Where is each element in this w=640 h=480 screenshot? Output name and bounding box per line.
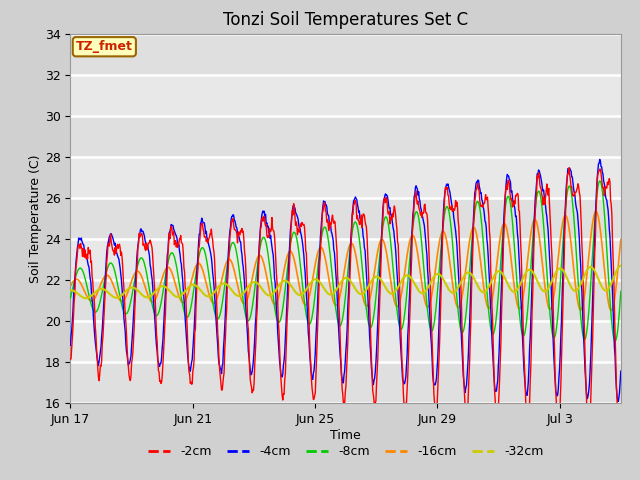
-16cm bbox=[196, 261, 204, 267]
-32cm bbox=[268, 292, 275, 298]
Legend: -2cm, -4cm, -8cm, -16cm, -32cm: -2cm, -4cm, -8cm, -16cm, -32cm bbox=[143, 441, 548, 464]
-2cm bbox=[511, 201, 519, 206]
-2cm bbox=[267, 229, 275, 235]
-8cm bbox=[196, 250, 204, 255]
-4cm bbox=[67, 342, 74, 348]
-8cm bbox=[611, 338, 619, 344]
-16cm bbox=[296, 287, 304, 292]
-4cm bbox=[267, 233, 275, 239]
Line: -8cm: -8cm bbox=[70, 181, 621, 341]
-16cm bbox=[378, 237, 386, 242]
-32cm bbox=[512, 288, 520, 294]
-8cm bbox=[617, 288, 625, 294]
Bar bbox=[70, 280, 621, 321]
Text: TZ_fmet: TZ_fmet bbox=[76, 40, 132, 53]
-4cm bbox=[86, 276, 94, 281]
-4cm bbox=[617, 368, 625, 374]
Bar bbox=[70, 198, 621, 239]
-16cm bbox=[86, 298, 94, 303]
-2cm bbox=[67, 357, 74, 362]
-16cm bbox=[511, 288, 519, 294]
-32cm bbox=[617, 263, 625, 268]
Line: -2cm: -2cm bbox=[70, 168, 621, 431]
-2cm bbox=[617, 413, 625, 419]
-4cm bbox=[296, 226, 304, 232]
-4cm bbox=[378, 216, 386, 222]
-8cm bbox=[296, 259, 304, 264]
-8cm bbox=[511, 251, 519, 257]
-8cm bbox=[86, 298, 94, 303]
-4cm bbox=[596, 156, 604, 162]
-2cm bbox=[565, 165, 573, 170]
-16cm bbox=[607, 308, 615, 313]
Line: -32cm: -32cm bbox=[70, 265, 621, 298]
-2cm bbox=[196, 236, 204, 241]
-32cm bbox=[82, 295, 90, 301]
Bar bbox=[70, 116, 621, 157]
-4cm bbox=[614, 398, 622, 404]
-8cm bbox=[596, 178, 604, 184]
-32cm bbox=[67, 288, 74, 293]
-32cm bbox=[196, 288, 204, 293]
-4cm bbox=[196, 231, 204, 237]
-8cm bbox=[267, 272, 275, 278]
-16cm bbox=[617, 237, 625, 242]
X-axis label: Time: Time bbox=[330, 429, 361, 442]
-32cm bbox=[297, 292, 305, 298]
-2cm bbox=[296, 224, 304, 229]
-16cm bbox=[592, 208, 600, 214]
-2cm bbox=[616, 428, 623, 434]
Line: -16cm: -16cm bbox=[70, 211, 621, 311]
-2cm bbox=[86, 247, 94, 253]
-32cm bbox=[87, 293, 95, 299]
Bar bbox=[70, 362, 621, 403]
-2cm bbox=[378, 224, 386, 230]
Title: Tonzi Soil Temperatures Set C: Tonzi Soil Temperatures Set C bbox=[223, 11, 468, 29]
-16cm bbox=[267, 293, 275, 299]
Line: -4cm: -4cm bbox=[70, 159, 621, 401]
-8cm bbox=[378, 228, 386, 234]
Bar bbox=[70, 34, 621, 75]
Y-axis label: Soil Temperature (C): Soil Temperature (C) bbox=[29, 154, 42, 283]
-8cm bbox=[67, 295, 74, 301]
-4cm bbox=[511, 206, 519, 212]
-16cm bbox=[67, 283, 74, 289]
-32cm bbox=[379, 280, 387, 286]
